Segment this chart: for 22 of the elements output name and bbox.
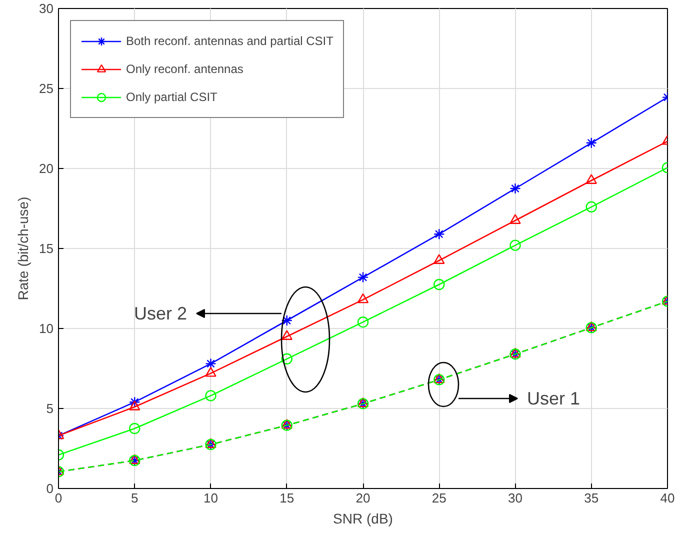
x-tick-label: 40 (660, 490, 675, 506)
y-tick-label: 25 (39, 81, 54, 96)
x-tick-label: 10 (204, 490, 218, 506)
y-tick-label: 20 (39, 161, 54, 176)
annotation: User 2 (134, 304, 188, 324)
legend-label: Only partial CSIT (126, 90, 218, 104)
y-tick-label: 10 (39, 321, 54, 336)
legend-label: Both reconf. antennas and partial CSIT (126, 34, 334, 48)
annotation: User 1 (526, 388, 580, 408)
y-axis-title: Rate (bit/ch-use) (15, 196, 32, 300)
x-axis-title: SNR (dB) (333, 510, 393, 526)
y-tick-label: 5 (46, 401, 54, 416)
y-tick-label: 30 (39, 1, 54, 16)
x-tick-label: 15 (280, 490, 294, 506)
x-tick-label: 20 (356, 490, 370, 506)
x-tick-label: 25 (432, 490, 446, 506)
x-tick-label: 35 (584, 490, 599, 506)
y-tick-label: 0 (46, 481, 54, 496)
x-tick-label: 5 (131, 490, 138, 506)
y-tick-label: 15 (39, 241, 54, 256)
legend-label: Only reconf. antennas (126, 62, 244, 76)
x-tick-label: 30 (508, 490, 522, 506)
